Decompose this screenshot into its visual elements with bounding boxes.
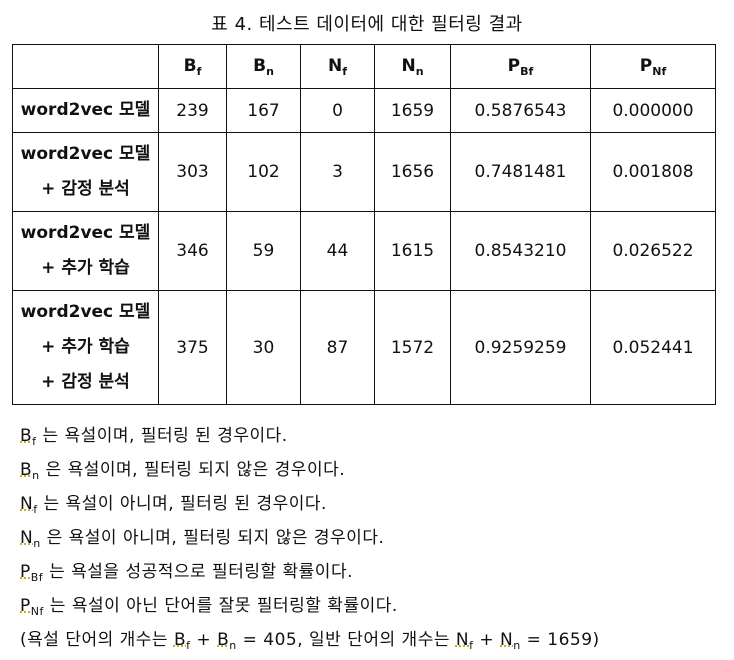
cell-bn: 167 xyxy=(226,88,301,133)
cell-nn: 1615 xyxy=(374,211,451,291)
cell-bf: 346 xyxy=(158,211,227,291)
header-bn: Bn xyxy=(226,44,301,89)
row-label: word2vec 모델 + 감정 분석 xyxy=(12,132,159,212)
note-symbol: PNf xyxy=(20,596,44,618)
summary-line: (욕설 단어의 개수는 Bf + Bn = 405, 일반 단어의 개수는 Nf… xyxy=(20,630,600,652)
note-line: Nf 는 욕설이 아니며, 필터링 된 경우이다. xyxy=(20,494,327,516)
header-row: Bf Bn Nf Nn PBf PNf xyxy=(12,44,716,89)
table-caption: 표 4. 테스트 데이터에 대한 필터링 결과 xyxy=(211,14,523,35)
row-label: word2vec 모델 xyxy=(12,88,159,133)
note-symbol: Nf xyxy=(20,494,38,516)
cell-pnf: 0.001808 xyxy=(590,132,716,212)
note-line: Bf 는 욕설이며, 필터링 된 경우이다. xyxy=(20,426,288,448)
summary-symbol: Nf xyxy=(455,630,474,652)
table-row: word2vec 모델 + 추가 학습 + 감정 분석 375 30 87 15… xyxy=(12,290,716,405)
row-label: word2vec 모델 + 추가 학습 + 감정 분석 xyxy=(12,290,159,405)
cell-bn: 102 xyxy=(226,132,301,212)
cell-pbf: 0.8543210 xyxy=(450,211,591,291)
table-row: word2vec 모델 + 추가 학습 346 59 44 1615 0.854… xyxy=(12,211,716,291)
note-line: Nn 은 욕설이 아니며, 필터링 되지 않은 경우이다. xyxy=(20,528,385,550)
cell-bn: 59 xyxy=(226,211,301,291)
note-line: PBf 는 욕설을 성공적으로 필터링할 확률이다. xyxy=(20,562,353,584)
cell-pnf: 0.052441 xyxy=(590,290,716,405)
cell-nf: 87 xyxy=(300,290,375,405)
note-symbol: Nn xyxy=(20,528,41,550)
header-nf: Nf xyxy=(300,44,375,89)
summary-symbol: Bf xyxy=(173,630,191,652)
cell-nf: 44 xyxy=(300,211,375,291)
cell-pbf: 0.9259259 xyxy=(450,290,591,405)
note-symbol: Bf xyxy=(20,426,37,448)
cell-nn: 1572 xyxy=(374,290,451,405)
note-line: PNf 는 욕설이 아닌 단어를 잘못 필터링할 확률이다. xyxy=(20,596,398,618)
notes: Bf 는 욕설이며, 필터링 된 경우이다. Bn 은 욕설이며, 필터링 되지… xyxy=(20,422,600,660)
table-row: word2vec 모델 + 감정 분석 303 102 3 1656 0.748… xyxy=(12,132,716,212)
cell-nf: 0 xyxy=(300,88,375,133)
cell-pbf: 0.5876543 xyxy=(450,88,591,133)
header-pnf: PNf xyxy=(590,44,716,89)
cell-bf: 375 xyxy=(158,290,227,405)
table-row: word2vec 모델 239 167 0 1659 0.5876543 0.0… xyxy=(12,88,716,133)
cell-nf: 3 xyxy=(300,132,375,212)
cell-nn: 1656 xyxy=(374,132,451,212)
cell-bf: 303 xyxy=(158,132,227,212)
note-symbol: Bn xyxy=(20,460,40,482)
header-pbf: PBf xyxy=(450,44,591,89)
cell-bf: 239 xyxy=(158,88,227,133)
cell-nn: 1659 xyxy=(374,88,451,133)
header-bf: Bf xyxy=(158,44,227,89)
summary-symbol: Bn xyxy=(217,630,237,652)
cell-pnf: 0.026522 xyxy=(590,211,716,291)
note-line: Bn 은 욕설이며, 필터링 되지 않은 경우이다. xyxy=(20,460,346,482)
header-nn: Nn xyxy=(374,44,451,89)
cell-pbf: 0.7481481 xyxy=(450,132,591,212)
cell-bn: 30 xyxy=(226,290,301,405)
row-label: word2vec 모델 + 추가 학습 xyxy=(12,211,159,291)
summary-symbol: Nn xyxy=(500,630,521,652)
note-symbol: PBf xyxy=(20,562,44,584)
header-corner xyxy=(12,44,159,89)
cell-pnf: 0.000000 xyxy=(590,88,716,133)
results-table: Bf Bn Nf Nn PBf PNf word2vec 모델 239 167 … xyxy=(12,44,716,405)
